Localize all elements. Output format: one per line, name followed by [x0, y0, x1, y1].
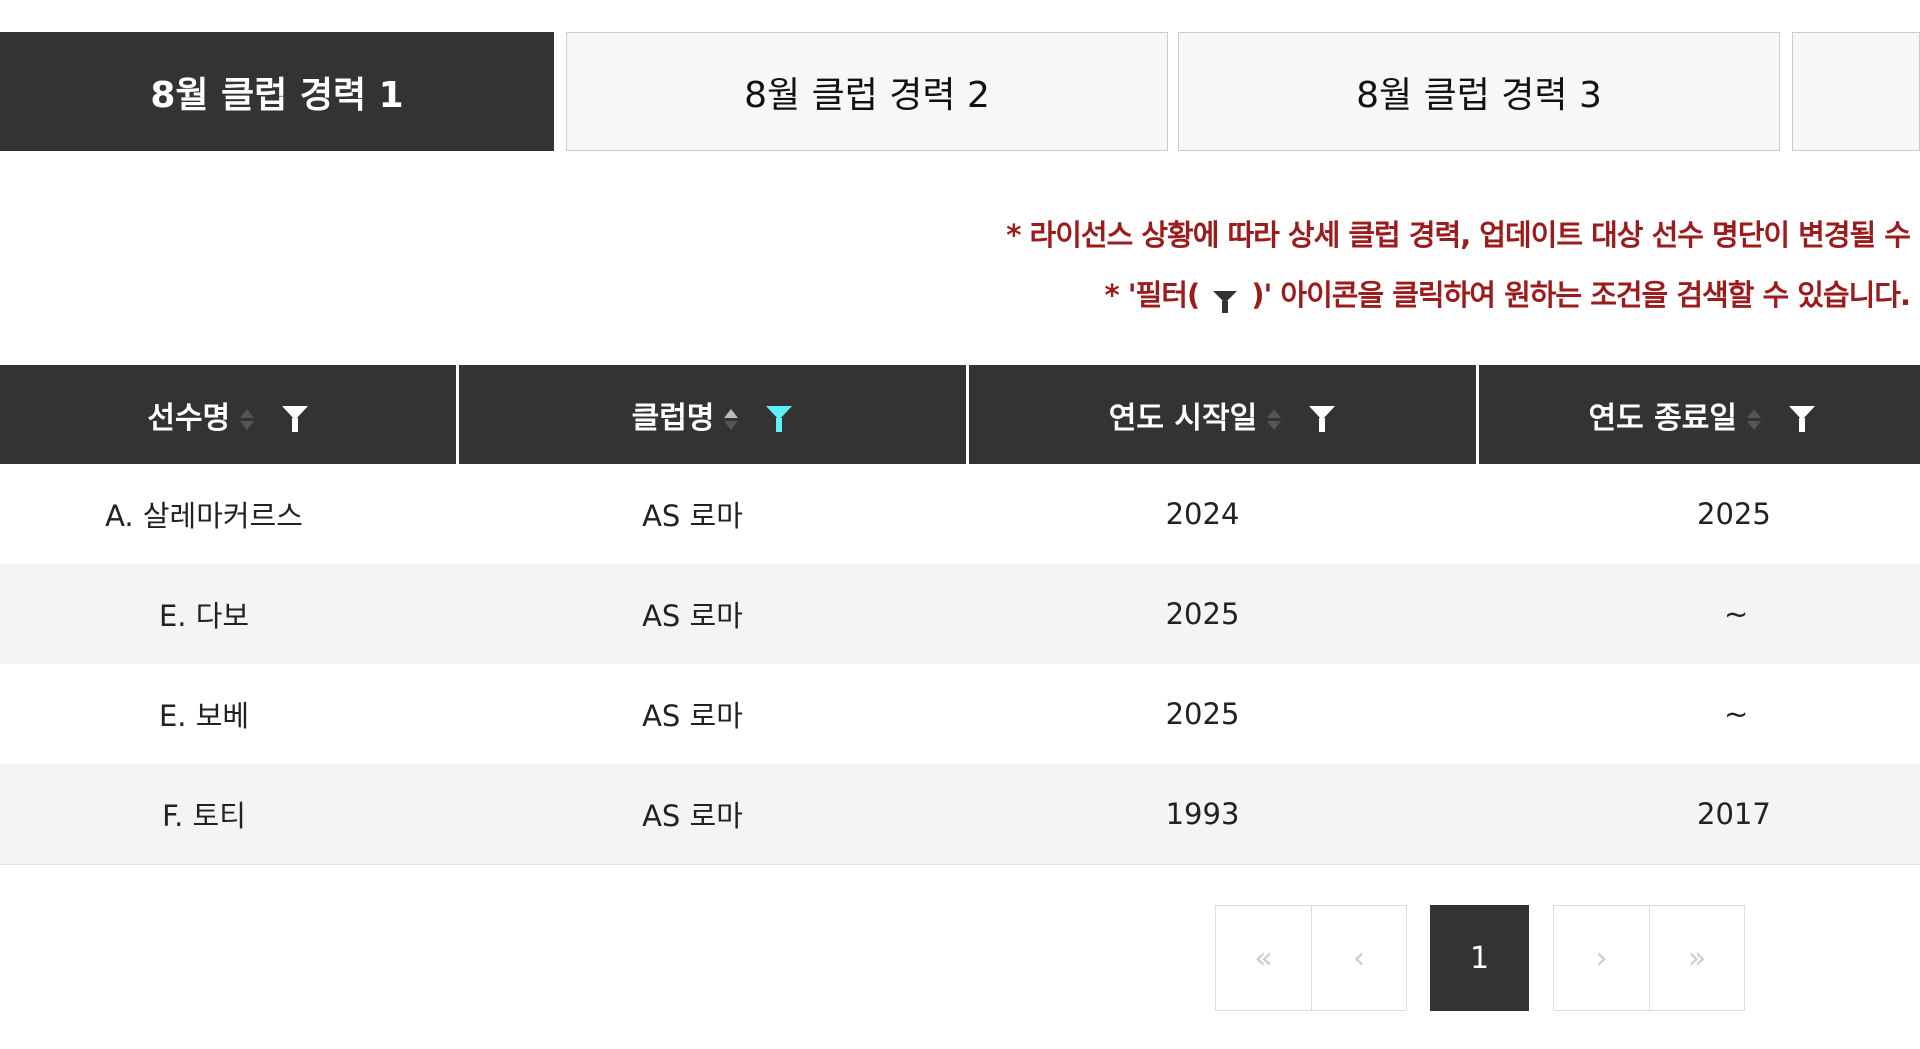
player-name: A. 살레마커르스 — [105, 499, 303, 533]
column-label: 선수명 — [147, 400, 231, 436]
player-name: E. 보베 — [158, 699, 250, 733]
column-header-player-name[interactable]: 선수명 — [0, 365, 457, 464]
sort-icon[interactable] — [1267, 406, 1282, 433]
end-year: 2025 — [1697, 497, 1771, 531]
sort-icon[interactable] — [724, 406, 739, 433]
filter-icon[interactable] — [1788, 406, 1815, 432]
filter-notice-suffix: )' 아이콘을 클릭하여 원하는 조건을 검색할 수 있습니다. — [1251, 278, 1911, 312]
first-page-button[interactable]: « — [1215, 905, 1312, 1011]
club-career-table: 선수명 클럽명 연도 시작일 연도 종료일 A. 살레마커르스 AS 로마 2024… — [0, 365, 1920, 865]
tab-august-club-career-2[interactable]: 8월 클럽 경력 2 — [566, 32, 1168, 151]
end-year: ~ — [1724, 697, 1749, 731]
filter-icon[interactable] — [1309, 406, 1336, 432]
table-row: A. 살레마커르스 AS 로마 2024 2025 — [0, 464, 1920, 564]
start-year: 2024 — [1165, 497, 1240, 531]
table-row: E. 보베 AS 로마 2025 ~ — [0, 664, 1920, 764]
tab-august-club-career-1[interactable]: 8월 클럽 경력 1 — [0, 32, 554, 151]
club-name: AS 로마 — [642, 699, 743, 733]
club-name: AS 로마 — [457, 764, 967, 865]
player-name: E. 다보 — [0, 564, 457, 664]
last-page-button[interactable]: » — [1649, 905, 1745, 1011]
end-year: ~ — [1477, 564, 1920, 664]
club-name: AS 로마 — [642, 499, 743, 533]
column-header-club-name[interactable]: 클럽명 — [455, 365, 967, 464]
column-header-start-year[interactable]: 연도 시작일 — [965, 365, 1477, 464]
end-year: 2017 — [1477, 764, 1920, 865]
club-name: AS 로마 — [457, 564, 967, 664]
table-row: E. 다보 AS 로마 2025 ~ — [0, 564, 1920, 664]
tab-4[interactable] — [1792, 32, 1920, 151]
prev-page-button[interactable]: ‹ — [1311, 905, 1407, 1011]
license-notice: * 라이선스 상황에 따라 상세 클럽 경력, 업데이트 대상 선수 명단이 변… — [1006, 218, 1911, 252]
column-label: 연도 시작일 — [1108, 400, 1258, 436]
column-label: 연도 종료일 — [1588, 400, 1737, 436]
filter-icon[interactable] — [282, 406, 309, 432]
start-year: 1993 — [967, 764, 1477, 865]
start-year: 2025 — [967, 564, 1477, 664]
tab-august-club-career-3[interactable]: 8월 클럽 경력 3 — [1178, 32, 1780, 151]
column-label: 클럽명 — [631, 400, 715, 436]
page-1-button[interactable]: 1 — [1430, 905, 1529, 1011]
player-name: F. 토티 — [0, 764, 457, 865]
next-page-button[interactable]: › — [1553, 905, 1650, 1011]
filter-notice: * '필터( )' 아이콘을 클릭하여 원하는 조건을 검색할 수 있습니다. — [1104, 272, 1911, 314]
column-header-end-year[interactable]: 연도 종료일 — [1475, 365, 1920, 464]
sort-icon[interactable] — [1746, 406, 1761, 433]
start-year: 2025 — [1165, 697, 1240, 731]
table-row: F. 토티 AS 로마 1993 2017 — [0, 764, 1920, 865]
filter-notice-prefix: * '필터( — [1104, 278, 1200, 312]
sort-icon[interactable] — [240, 406, 255, 433]
filter-icon — [1213, 291, 1238, 313]
filter-active-icon[interactable] — [766, 406, 793, 432]
